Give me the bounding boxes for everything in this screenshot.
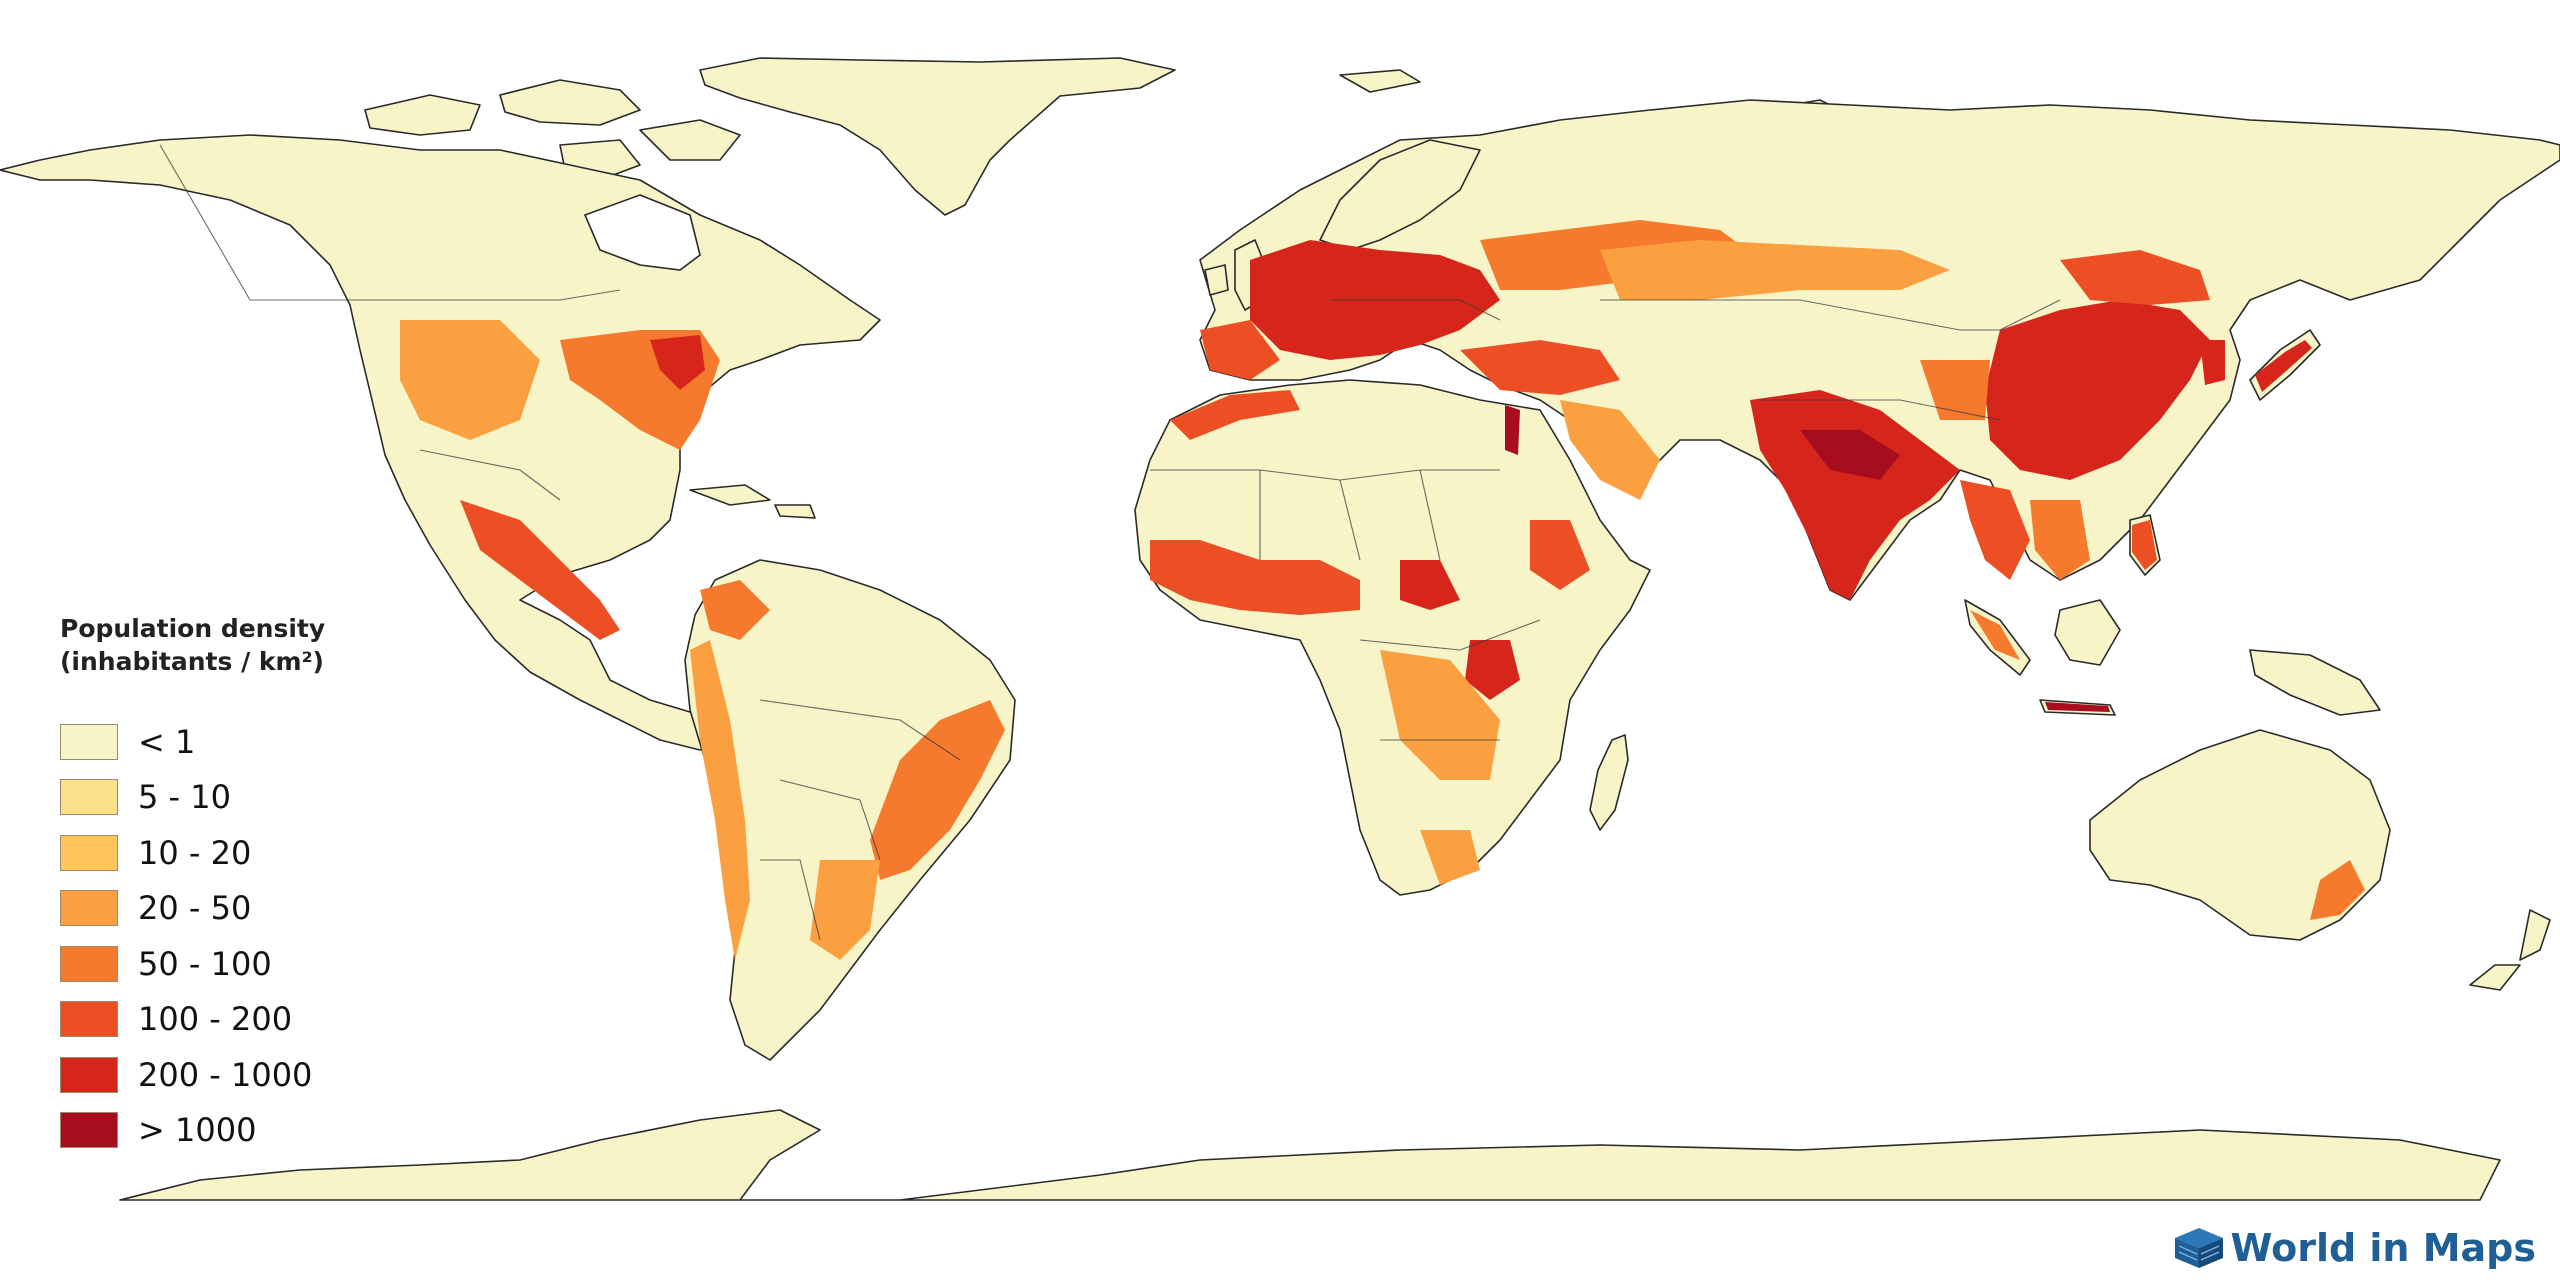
legend-swatch [60,723,118,760]
legend-label: 50 - 100 [138,944,272,983]
africa [1134,379,1651,896]
legend-item: 10 - 20 [60,825,400,881]
hispaniola [774,504,816,519]
legend-label: 100 - 200 [138,1000,293,1039]
legend-item: > 1000 [60,1103,400,1159]
legend-label: 10 - 20 [138,833,252,872]
borneo [2054,599,2121,666]
density-china [1985,300,2210,480]
australia [2089,729,2391,941]
new-guinea [2249,649,2381,716]
legend-label: > 1000 [138,1111,257,1150]
brand-name: World in Maps [2230,1226,2536,1270]
eurasia [1199,99,2560,601]
legend-title: Population density [60,614,326,643]
legend-label: 200 - 1000 [138,1055,313,1094]
legend-swatch [60,890,118,927]
ireland [1204,264,1229,296]
arctic-island [639,119,741,161]
legend-item: 200 - 1000 [60,1047,400,1103]
legend-item: 50 - 100 [60,936,400,992]
country-borders [159,144,2061,941]
greenland [699,57,1176,216]
legend-item: 100 - 200 [60,992,400,1048]
cuba [689,484,771,506]
density-layer [400,220,2365,960]
new-zealand [2469,964,2521,991]
legend-item: 20 - 50 [60,881,400,937]
madagascar [1589,734,1629,831]
legend-label: 20 - 50 [138,889,252,928]
scandinavia [1319,139,1481,251]
legend-swatch [60,945,118,982]
antarctica [119,1109,2501,1201]
brand-logo: World in Maps [2173,1226,2536,1270]
legend-swatch [60,1001,118,1038]
arctic-island [499,79,641,126]
legend-item: 5 - 10 [60,770,400,826]
legend-item: < 1 [60,714,400,770]
legend-swatch [60,834,118,871]
density-india [1750,390,1960,600]
legend-label: < 1 [138,722,196,761]
legend-swatch [60,1056,118,1093]
arctic-island [364,94,481,136]
north-america [0,134,881,751]
new-zealand [2519,909,2551,961]
legend-swatch [60,779,118,816]
legend: Population density (inhabitants / km²) <… [60,612,400,1158]
legend-swatch [60,1112,118,1149]
arctic-island [1339,69,1421,93]
cube-logo-icon [2174,1228,2223,1268]
legend-label: 5 - 10 [138,778,231,817]
legend-subtitle: (inhabitants / km²) [60,647,324,676]
legend-items: < 1 5 - 10 10 - 20 20 - 50 50 - 100 100 … [60,714,400,1158]
